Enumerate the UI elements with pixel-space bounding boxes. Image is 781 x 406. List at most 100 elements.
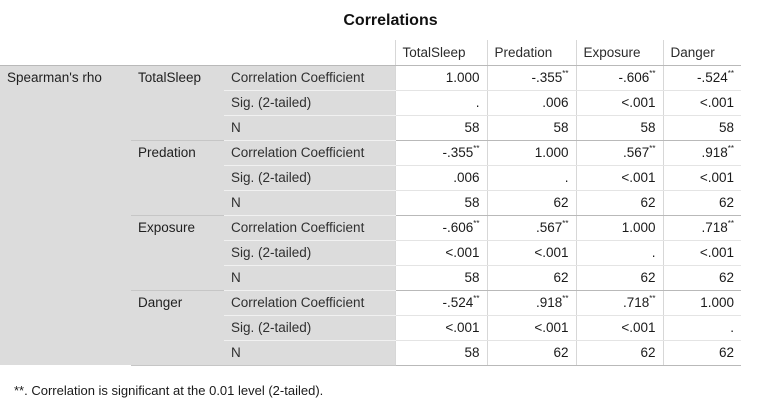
table-row: N 58 62 62 62 (0, 340, 741, 366)
cell-value: <.001 (699, 170, 734, 185)
table-row: N 58 58 58 58 (0, 115, 741, 141)
table-cell: 1.000 (575, 215, 663, 241)
row-variable-label: Predation (131, 140, 224, 216)
table-title: Correlations (343, 12, 438, 29)
cell-value: <.001 (621, 320, 656, 335)
method-label: Spearman's rho (0, 65, 131, 365)
cell-value: . (651, 245, 656, 260)
table-cell: 58 (394, 190, 487, 216)
table-row: Sig. (2-tailed) <.001 <.001. <.001 (0, 240, 741, 266)
table-cell: -.606** (575, 65, 663, 91)
table-cell: 62 (575, 340, 663, 366)
cell-value: . (730, 320, 734, 335)
significance-marker: ** (562, 294, 569, 303)
cell-value: <.001 (445, 245, 480, 260)
cell-value: -.355 (531, 70, 563, 85)
table-cell: .567** (486, 215, 576, 241)
table-cell: 58 (486, 115, 576, 141)
significance-marker: ** (649, 144, 656, 153)
table-cell: 1.000 (662, 290, 741, 316)
cell-value: . (564, 170, 569, 185)
statistic-label: N (224, 115, 395, 141)
significance-marker: ** (562, 69, 569, 78)
correlations-table: TotalSleep Predation Exposure Danger Spe… (0, 40, 741, 366)
table-cell: 1.000 (394, 65, 487, 91)
significance-marker: ** (727, 219, 734, 228)
cell-value: 62 (553, 195, 569, 210)
cell-value: .718 (622, 295, 650, 310)
cell-value: 62 (640, 345, 656, 360)
cell-value: .918 (701, 145, 728, 160)
cell-value: 62 (718, 345, 734, 360)
significance-marker: ** (727, 144, 734, 153)
cell-value: .006 (542, 95, 569, 110)
statistic-label: Sig. (2-tailed) (224, 165, 395, 191)
table-cell: .918** (662, 140, 741, 166)
table-cell: <.001 (486, 240, 576, 266)
significance-marker: ** (473, 144, 480, 153)
table-cell: 58 (575, 115, 663, 141)
table-cell: <.001 (662, 165, 741, 191)
table-cell: 62 (575, 265, 663, 291)
column-header-totalsleep: TotalSleep (394, 40, 487, 66)
table-row: Sig. (2-tailed) <.001 <.001 <.001. (0, 315, 741, 341)
table-cell: -.355** (394, 140, 487, 166)
cell-value: -.524 (442, 295, 474, 310)
table-cell: .006 (394, 165, 487, 191)
cell-value: 58 (718, 120, 734, 135)
table-row: Sig. (2-tailed) .006. <.001 <.001 (0, 165, 741, 191)
table-cell: 62 (486, 190, 576, 216)
cell-value: 1.000 (534, 145, 569, 160)
table-row: N 58 62 62 62 (0, 265, 741, 291)
cell-value: 58 (464, 195, 480, 210)
table-cell: 58 (394, 115, 487, 141)
table-cell: 62 (575, 190, 663, 216)
cell-value: <.001 (534, 320, 569, 335)
cell-value: <.001 (445, 320, 480, 335)
table-cell: .718** (662, 215, 741, 241)
table-row: N 58 62 62 62 (0, 190, 741, 216)
table-cell: -.524** (394, 290, 487, 316)
table-cell: .567** (575, 140, 663, 166)
table-cell: -.606** (394, 215, 487, 241)
table-row: Sig. (2-tailed). .006 <.001 <.001 (0, 90, 741, 116)
table-cell: . (394, 90, 487, 116)
table-cell: .918** (486, 290, 576, 316)
statistic-label: Correlation Coefficient (224, 140, 395, 166)
table-cell: <.001 (662, 240, 741, 266)
table-cell: 62 (486, 340, 576, 366)
column-header-exposure: Exposure (575, 40, 663, 66)
table-cell: 1.000 (486, 140, 576, 166)
table-cell: <.001 (575, 90, 663, 116)
table-cell: -.355** (486, 65, 576, 91)
cell-value: 62 (718, 270, 734, 285)
table-cell: 62 (486, 265, 576, 291)
cell-value: -.524 (696, 70, 728, 85)
cell-value: -.606 (442, 220, 474, 235)
cell-value: 1.000 (700, 295, 734, 310)
table-cell: 62 (662, 265, 741, 291)
statistic-label: Sig. (2-tailed) (224, 315, 395, 341)
cell-value: 1.000 (445, 70, 480, 85)
cell-value: 62 (718, 195, 734, 210)
table-row: Danger Correlation Coefficient -.524** .918… (0, 290, 741, 366)
table-cell: 62 (662, 190, 741, 216)
statistic-label: Sig. (2-tailed) (224, 240, 395, 266)
row-variable-label: TotalSleep (131, 65, 224, 141)
header-blank (0, 40, 395, 66)
significance-marker: ** (473, 294, 480, 303)
cell-value: 58 (640, 120, 656, 135)
statistic-label: Sig. (2-tailed) (224, 90, 395, 116)
cell-value: 1.000 (621, 220, 656, 235)
cell-value: <.001 (621, 95, 656, 110)
cell-value: 62 (553, 345, 569, 360)
table-cell: <.001 (662, 90, 741, 116)
table-cell: <.001 (394, 315, 487, 341)
column-header-danger: Danger (662, 40, 741, 66)
table-cell: <.001 (575, 315, 663, 341)
significance-marker: ** (473, 219, 480, 228)
cell-value: <.001 (699, 245, 734, 260)
table-cell: <.001 (394, 240, 487, 266)
statistic-label: N (224, 190, 395, 216)
cell-value: .006 (453, 170, 480, 185)
